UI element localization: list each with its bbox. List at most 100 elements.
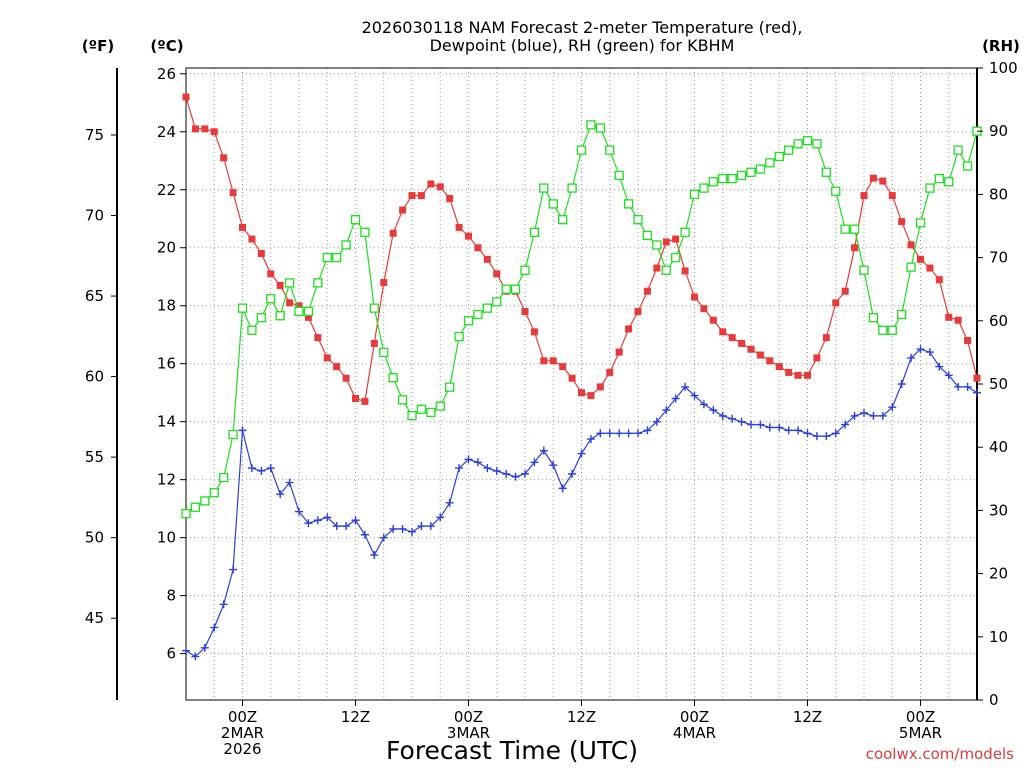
temperature-point [521, 308, 529, 316]
rh-tick-label: 100 [989, 59, 1018, 77]
temperature-point [427, 180, 435, 188]
dewpoint-point [869, 411, 878, 420]
rh-point [849, 224, 860, 234]
x-tick-label: 00Z [906, 708, 935, 726]
rh-point [520, 265, 530, 275]
rh-point [746, 167, 756, 177]
dewpoint-point [436, 513, 445, 522]
x-tick-label: 12Z [341, 708, 370, 726]
rh-point [247, 325, 257, 335]
x-tick-label: 2026 [223, 740, 261, 758]
dewpoint-point [323, 513, 332, 522]
temperature-point [775, 363, 783, 371]
temperature-point [935, 276, 943, 284]
rh-tick-label: 10 [989, 628, 1008, 646]
axes [116, 67, 978, 701]
rh-point [548, 199, 558, 209]
rh-point [284, 278, 295, 288]
dewpoint-point [200, 643, 209, 652]
dewpoint-point [897, 380, 906, 388]
dewpoint-point [210, 623, 219, 632]
x-tick-label: 00Z [680, 708, 709, 726]
rh-point [586, 120, 596, 130]
temperature-point [869, 174, 877, 182]
rh-point [755, 164, 766, 174]
temperature-point [295, 302, 303, 310]
temperature-point [691, 293, 698, 301]
temperature-point [304, 313, 312, 321]
rh-point [445, 382, 455, 392]
celsius-tick-label: 12 [157, 471, 176, 489]
chart-title: 2026030118 NAM Forecast 2-meter Temperat… [362, 18, 803, 55]
rh-point [256, 312, 266, 323]
rh-point [426, 407, 436, 418]
dewpoint-point [586, 435, 595, 444]
celsius-unit-label: (ºC) [150, 37, 183, 55]
dewpoint-point [907, 353, 916, 362]
dewpoint-point [238, 426, 247, 435]
dewpoint-point [370, 551, 379, 560]
temperature-point [399, 206, 407, 214]
rh-tick-label: 50 [989, 375, 1008, 393]
dewpoint-point [558, 484, 567, 493]
rh-point [623, 199, 634, 209]
fahrenheit-tick-label: 45 [85, 609, 104, 627]
dewpoint-point [549, 461, 558, 470]
dewpoint-point [812, 432, 821, 441]
fahrenheit-tick-label: 60 [85, 368, 104, 386]
rh-point [539, 183, 549, 193]
temperature-point [728, 334, 736, 342]
rh-tick-label: 60 [989, 312, 1008, 330]
rh-point [934, 173, 944, 184]
dewpoint-point [850, 411, 859, 420]
dewpoint-point [973, 388, 981, 397]
rh-point [369, 303, 379, 313]
x-tick-label: 12Z [567, 708, 596, 726]
dewpoint-point [615, 429, 624, 438]
rh-point [906, 262, 916, 272]
temperature-point [615, 348, 623, 356]
credit-text: coolwx.com/models [866, 745, 1014, 763]
temperature-point [578, 389, 585, 397]
dewpoint-point [756, 420, 765, 429]
temperature-point [568, 374, 576, 382]
temperature-point [917, 255, 924, 263]
x-tick-label: 2MAR [221, 724, 264, 742]
rh-point [736, 170, 747, 181]
celsius-tick-label: 24 [157, 123, 176, 141]
rh-point [219, 472, 229, 483]
rh-point [962, 161, 973, 171]
rh-point [897, 309, 907, 320]
rh-point [266, 294, 276, 304]
dewpoint-point [483, 464, 492, 473]
temperature-point [493, 270, 501, 278]
temperature-point [851, 244, 859, 252]
temperature-point [747, 345, 755, 353]
rh-point [840, 224, 850, 234]
dewpoint-point [860, 408, 868, 417]
dewpoint-point [671, 394, 680, 403]
rh-point [388, 373, 398, 383]
rh-point [463, 316, 474, 326]
temperature-point [964, 337, 972, 345]
dewpoint-point [379, 533, 388, 542]
rh-point [190, 502, 201, 512]
x-tick-label: 4MAR [673, 724, 716, 742]
temperature-point [719, 328, 727, 336]
rh-tick-label: 0 [989, 691, 999, 709]
dewpoint-point [191, 652, 200, 661]
rh-point [200, 496, 210, 506]
fahrenheit-tick-label: 70 [85, 207, 104, 225]
x-tick-label: 00Z [454, 708, 483, 726]
temperature-point [879, 177, 887, 185]
temperature-point [314, 334, 322, 342]
dewpoint-point [765, 423, 774, 432]
data-series [181, 93, 982, 661]
temperature-point [380, 279, 388, 287]
rh-tick-label: 40 [989, 438, 1008, 456]
rh-point [397, 395, 408, 405]
rh-point [915, 218, 926, 228]
dewpoint-point [652, 417, 661, 426]
temperature-point [794, 371, 802, 379]
temperature-point [417, 192, 425, 200]
